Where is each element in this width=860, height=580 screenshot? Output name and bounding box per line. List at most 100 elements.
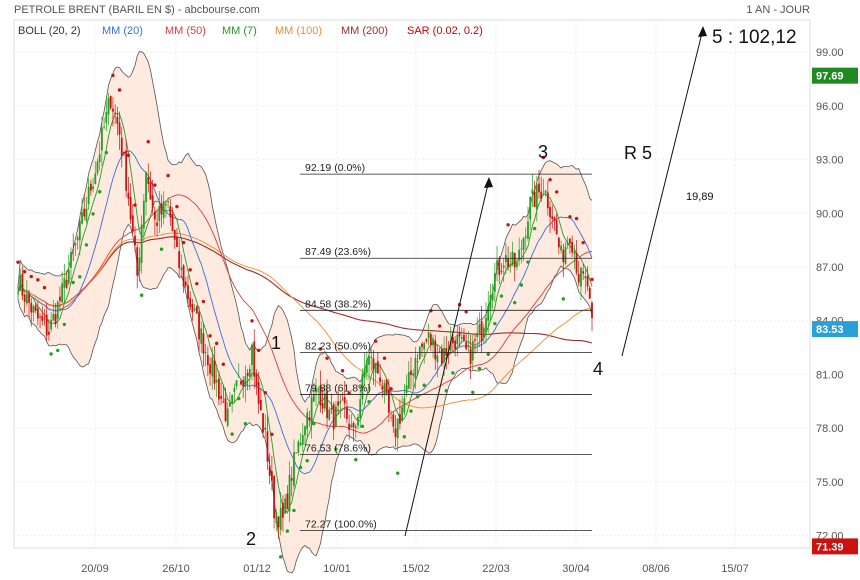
candle-body	[45, 314, 48, 336]
sar-dot	[71, 280, 75, 285]
candle-body	[321, 403, 324, 409]
candle-body	[17, 293, 19, 295]
candle-body	[123, 151, 125, 154]
candle	[571, 235, 574, 258]
candle	[235, 379, 238, 390]
sar-dot	[139, 293, 144, 297]
candle	[131, 204, 134, 234]
candle	[315, 378, 317, 406]
candle	[335, 401, 337, 428]
candle	[359, 385, 362, 428]
candle-body	[259, 399, 262, 410]
sar-dot	[292, 508, 296, 513]
candle	[107, 92, 110, 125]
candle-body	[518, 249, 521, 260]
candle-body	[348, 423, 351, 430]
candle	[319, 370, 322, 413]
candle-body	[127, 192, 130, 199]
candle-body	[171, 214, 174, 232]
legend-item: MM (50)	[165, 25, 206, 37]
candle-body	[156, 222, 158, 226]
candle	[513, 252, 516, 282]
candle-body	[474, 339, 476, 341]
candle	[440, 344, 443, 367]
sar-dot	[519, 283, 524, 287]
candle-body	[346, 407, 348, 419]
candle-body	[407, 372, 410, 389]
price-tag-low-bg	[812, 538, 858, 555]
ma-7-line	[17, 112, 593, 514]
candle	[330, 393, 333, 414]
sar-dot	[312, 421, 316, 426]
sar-dot	[117, 88, 122, 92]
sar-dot	[263, 390, 267, 395]
candle-body	[390, 417, 392, 419]
candle	[187, 275, 189, 308]
candle-body	[471, 340, 474, 361]
candle-body	[454, 340, 457, 350]
sar-dot	[437, 324, 442, 328]
candle-body	[176, 237, 178, 248]
price-tag-high-bg	[812, 67, 858, 84]
bollinger-fill	[18, 51, 592, 573]
candle	[264, 414, 267, 438]
candle-body	[52, 313, 55, 321]
candle-body	[341, 399, 344, 401]
candle-body	[533, 191, 536, 208]
candle-body	[549, 207, 551, 218]
candle-body	[151, 195, 154, 209]
candle	[109, 95, 112, 111]
legend-item: SAR (0.02, 0.2)	[407, 25, 483, 37]
fib-label: 79.88 (61.8%)	[305, 382, 371, 394]
sar-dot	[214, 341, 219, 346]
sar-dot	[175, 204, 179, 209]
candle-body	[293, 452, 295, 486]
candle	[533, 180, 536, 208]
candle	[189, 291, 192, 311]
candle-body	[41, 315, 44, 321]
candle	[379, 364, 381, 387]
candle-body	[383, 383, 386, 395]
candle	[19, 268, 22, 292]
legend-item: BOLL (20, 2)	[18, 25, 81, 37]
legend-item: MM (20)	[102, 25, 143, 37]
candle	[535, 175, 538, 222]
target-label: 5 : 102,12	[712, 27, 797, 48]
candle-body	[524, 236, 527, 238]
candle	[200, 321, 203, 353]
candle	[224, 387, 227, 423]
candle-body	[206, 355, 209, 366]
candle	[165, 200, 167, 218]
price-tag-low-text: 71.39	[816, 541, 844, 553]
candle-body	[204, 352, 207, 353]
candle	[321, 386, 324, 415]
sar-dot	[318, 347, 323, 351]
candle	[25, 279, 28, 307]
candle	[542, 178, 545, 195]
candle-body	[48, 331, 50, 335]
candle	[454, 336, 457, 357]
candle-body	[575, 252, 578, 273]
candle-body	[513, 252, 516, 268]
candle-body	[535, 184, 538, 210]
candle	[376, 352, 379, 375]
candle-body	[74, 243, 77, 246]
sar-dot	[477, 366, 482, 371]
candle-body	[34, 305, 37, 311]
candle-body	[182, 265, 185, 287]
candle	[460, 327, 463, 344]
sar-dot	[325, 356, 329, 360]
candle	[401, 395, 404, 423]
candle	[41, 306, 44, 326]
candle	[96, 158, 99, 176]
candle-body	[178, 251, 181, 269]
candle	[253, 329, 256, 389]
candle	[412, 368, 415, 388]
x-tick-label: 20/09	[81, 563, 109, 575]
candle-body	[268, 465, 271, 476]
candle-body	[330, 408, 333, 410]
sar-dot	[91, 212, 95, 216]
candle	[116, 106, 119, 136]
candle-body	[399, 414, 401, 424]
candle-body	[493, 273, 496, 292]
